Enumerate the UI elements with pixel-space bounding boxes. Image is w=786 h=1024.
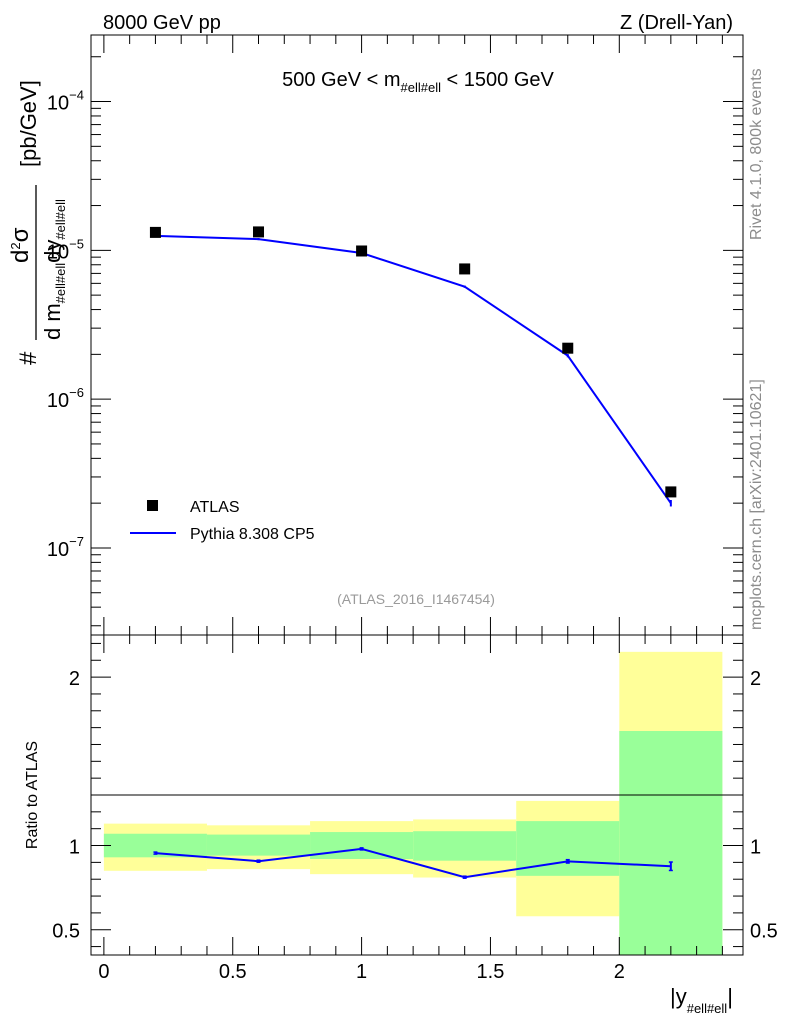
main-y-tick-label: 10−5	[47, 236, 84, 263]
ratio-line	[155, 847, 671, 879]
ratio-ticks	[91, 635, 743, 955]
ratio-band-green	[413, 831, 517, 861]
main-series-layer	[149, 226, 677, 507]
main-panel: 10−4 10−5 10−6 10−7 500 GeV < m#ell#ell < 1…	[7, 34, 744, 636]
main-y-tick-label: 10−4	[47, 88, 84, 115]
data-point	[459, 263, 471, 275]
x-tick-label: 0	[98, 961, 109, 983]
ratio-y-tick-label-right: 0.5	[750, 921, 778, 943]
ratio-band-green	[206, 834, 311, 856]
data-point	[562, 342, 574, 354]
x-tick-label: 1	[356, 961, 367, 983]
x-tick-label: 2	[614, 961, 625, 983]
ratio-series-layer	[153, 847, 673, 879]
ratio-y-tick-label-right: 1	[750, 837, 761, 859]
main-y-tick-label: 10−6	[47, 385, 84, 412]
legend-atlas-label: ATLAS	[190, 499, 240, 516]
ratio-y-tick-label-right: 2	[750, 668, 761, 690]
ratio-y-tick-label-left: 2	[69, 668, 80, 690]
analysis-label: (ATLAS_2016_I1467454)	[337, 591, 495, 607]
rivet-label: Rivet 4.1.0, 800k events	[748, 68, 765, 240]
ratio-y-axis-title: Ratio to ATLAS	[24, 741, 41, 849]
legend: ATLAS Pythia 8.308 CP5	[130, 499, 315, 543]
mcplots-label: mcplots.cern.ch [arXiv:2401.10621]	[748, 379, 765, 630]
header-left: 8000 GeV pp	[103, 12, 221, 34]
main-ticklabels: 10−4 10−5 10−6 10−7	[47, 88, 84, 561]
y-axis-unit: [pb/GeV]	[16, 80, 41, 167]
y-axis-denominator: d m#ell#elldy#ell#ell	[40, 199, 68, 340]
header-right: Z (Drell-Yan)	[620, 12, 733, 34]
data-point	[253, 226, 265, 238]
x-tick-label: 1.5	[477, 961, 505, 983]
data-point	[665, 486, 677, 498]
y-axis-hash: #	[15, 351, 42, 365]
x-tick-label: 0.5	[219, 961, 247, 983]
main-ticks	[91, 35, 743, 635]
ratio-band-green	[103, 833, 207, 858]
data-point	[356, 245, 368, 257]
legend-atlas-marker	[147, 500, 158, 511]
main-y-axis-title: # d2σ d m#ell#elldy#ell#ell [pb/GeV]	[7, 80, 68, 365]
ratio-y-tick-label-left: 0.5	[52, 921, 80, 943]
ratio-band-green	[310, 832, 414, 859]
ratio-ticklabels: 0.5 0.5 1 1 2 2 0 0.5 1 1.5 2	[52, 668, 778, 983]
y-axis-numerator: d2σ	[7, 227, 34, 263]
ratio-y-tick-label-left: 1	[69, 837, 80, 859]
ratio-band-green	[619, 731, 723, 955]
mc-line	[155, 234, 672, 504]
legend-pythia-label: Pythia 8.308 CP5	[190, 526, 315, 543]
ratio-panel: 0.5 0.5 1 1 2 2 0 0.5 1 1.5 2 Ratio to ATLAS |y#el…	[24, 634, 778, 1016]
main-title: 500 GeV < m#ell#ell < 1500 GeV	[282, 69, 554, 95]
main-y-tick-label: 10−7	[47, 534, 84, 561]
ratio-bands-layer	[103, 651, 723, 955]
main-frame	[90, 34, 744, 636]
data-point	[149, 226, 161, 238]
x-axis-title: |y#ell#ell|	[670, 984, 733, 1016]
